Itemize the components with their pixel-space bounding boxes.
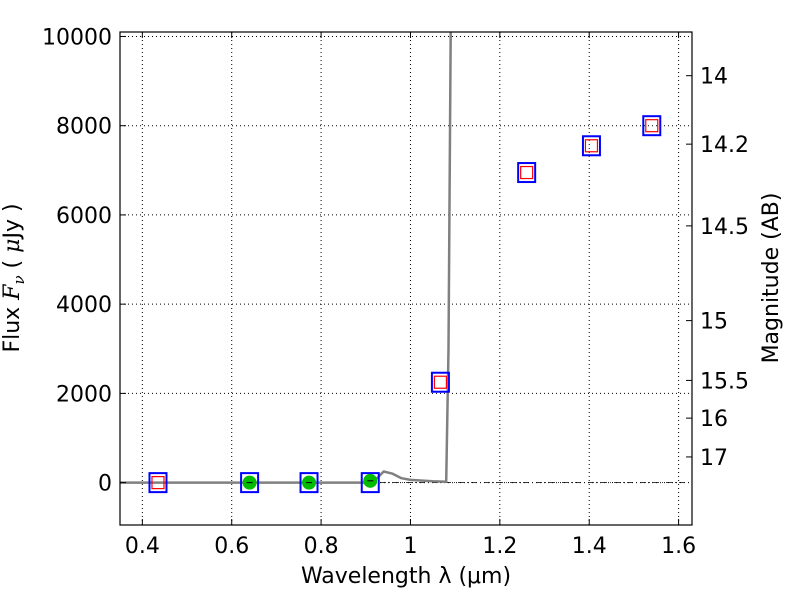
right-tick-label: 15 — [700, 310, 728, 335]
y-tick-label: 4000 — [56, 293, 112, 318]
grid-lines — [120, 32, 692, 525]
model-flux-marker — [151, 476, 165, 490]
right-tick-label: 17 — [700, 446, 728, 471]
observed-flux-marker — [148, 472, 168, 494]
observed-flux-marker — [642, 115, 662, 137]
model-flux-marker — [520, 165, 534, 180]
plot-frame — [119, 31, 693, 526]
y-axis-label: Flux Fν ( μJy ) — [0, 203, 28, 352]
data-series — [120, 31, 662, 494]
observed-flux-marker — [360, 472, 380, 494]
y-tick-label: 10000 — [42, 25, 112, 50]
x-tick-label: 1.4 — [572, 534, 607, 559]
model-spectrum-line — [120, 31, 452, 484]
observed-flux-marker — [581, 135, 601, 157]
observed-flux-marker — [240, 472, 260, 494]
axis-ticks: 0.4 0.6 0.8 1 1.2 1.4 1.6 0 2000 4000 6000 8000 1000… — [42, 25, 749, 559]
y-tick-label: 6000 — [56, 204, 112, 229]
x-axis-label: Wavelength λ (μm) — [301, 564, 511, 589]
x-tick-label: 1 — [403, 534, 417, 559]
right-tick-label: 14.5 — [700, 215, 749, 240]
y-tick-label: 2000 — [56, 382, 112, 407]
model-flux-marker — [433, 375, 448, 389]
x-tick-label: 0.8 — [304, 534, 339, 559]
right-tick-label: 14 — [700, 65, 728, 90]
right-axis-label: Magnitude (AB) — [759, 193, 784, 364]
y-tick-label: 0 — [98, 472, 112, 497]
x-tick-label: 0.4 — [125, 534, 160, 559]
y-tick-label: 8000 — [56, 115, 112, 140]
right-tick-label: 16 — [700, 407, 728, 432]
x-tick-label: 1.2 — [482, 534, 517, 559]
observed-flux-marker — [517, 162, 537, 184]
x-tick-label: 0.6 — [214, 534, 249, 559]
model-flux-marker — [645, 119, 659, 133]
model-flux-marker — [584, 139, 599, 153]
x-tick-label: 1.6 — [661, 534, 696, 559]
observed-flux-marker — [299, 472, 319, 494]
right-tick-label: 14.2 — [700, 133, 749, 158]
observed-flux-marker — [430, 371, 450, 393]
right-tick-label: 15.5 — [700, 369, 749, 394]
